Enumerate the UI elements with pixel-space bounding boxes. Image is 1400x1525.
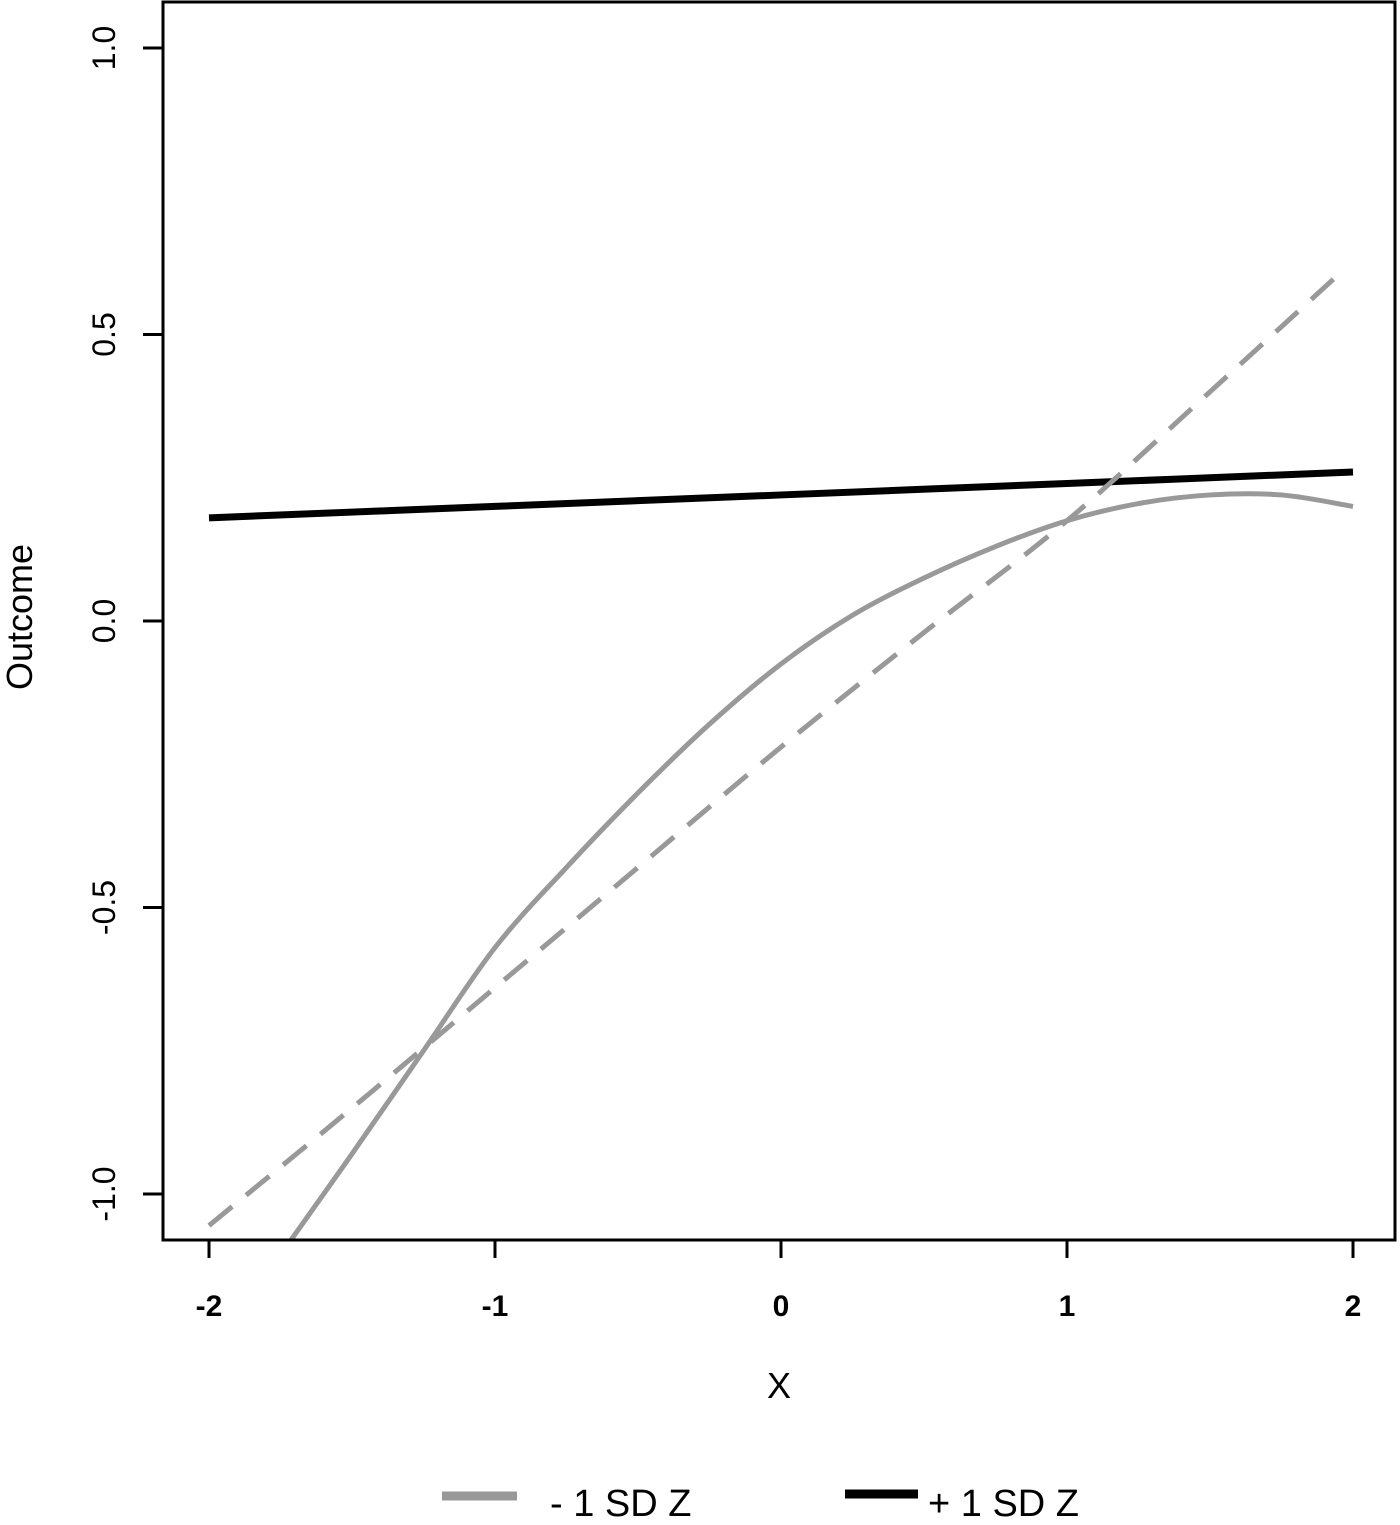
legend: - 1 SD Z + 1 SD Z [442, 1483, 1079, 1525]
legend-label-minus-1sd: - 1 SD Z [550, 1483, 691, 1520]
x-axis: -2 -1 0 1 2 [196, 1240, 1362, 1323]
x-tick-label: -1 [482, 1290, 509, 1323]
legend-item-minus-1sd: - 1 SD Z [442, 1483, 691, 1525]
y-axis-label: Outcome [0, 544, 40, 690]
y-tick-label: -1.0 [86, 1166, 122, 1221]
x-tick-label: 1 [1059, 1290, 1076, 1323]
series-line-1-sd-z [287, 491, 1354, 1240]
series-line-1-sd-z [208, 468, 1354, 522]
legend-item-plus-1sd: + 1 SD Z [845, 1483, 1079, 1525]
y-tick-label: 0.5 [86, 312, 122, 356]
y-tick-label: 1.0 [86, 26, 122, 70]
series-line-1-sd-z-dashed [207, 272, 1341, 1228]
x-tick-label: 0 [773, 1290, 790, 1323]
series-layer [207, 272, 1354, 1240]
y-tick-label: 0.0 [86, 599, 122, 643]
x-tick-label: 2 [1345, 1290, 1362, 1323]
y-axis: -1.0 -0.5 0.0 0.5 1.0 [86, 26, 163, 1222]
legend-label-plus-1sd: + 1 SD Z [928, 1483, 1079, 1520]
x-axis-label: X [767, 1365, 791, 1406]
plot-frame [161, 0, 1397, 1242]
x-tick-label: -2 [196, 1290, 223, 1323]
y-tick-label: -0.5 [86, 880, 122, 935]
